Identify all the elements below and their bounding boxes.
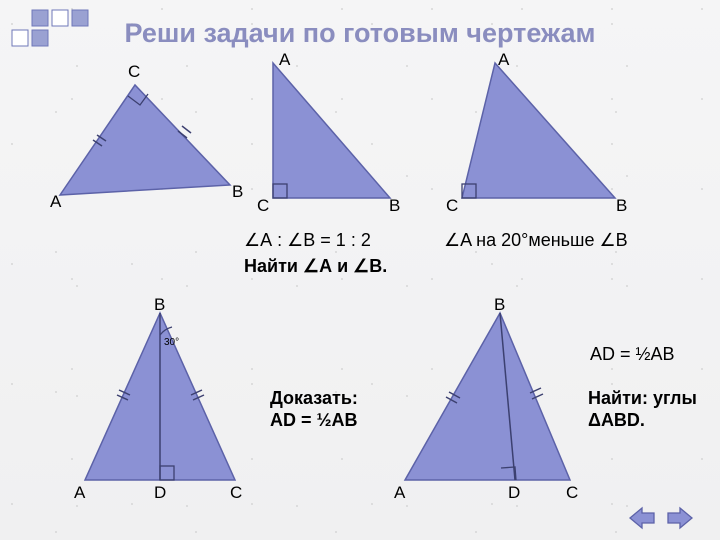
p4-angle-label: 30° bbox=[164, 337, 179, 348]
p5-label-A: A bbox=[394, 483, 405, 503]
nav-prev-button[interactable] bbox=[628, 506, 656, 530]
p4-caption-title: Доказать: bbox=[270, 388, 358, 409]
p4-caption-body: АD = ½AB bbox=[270, 410, 358, 431]
problem-1: A B C bbox=[50, 70, 250, 200]
p1-label-C: C bbox=[128, 62, 140, 82]
p5-caption-title: Найти: углы bbox=[588, 388, 697, 409]
problem-4: 30° B A D C bbox=[70, 305, 290, 500]
p3-caption: ∠A на 20°меньше ∠B bbox=[444, 230, 628, 251]
nav-next-button[interactable] bbox=[666, 506, 694, 530]
problem-2: A C B bbox=[255, 58, 425, 218]
nav-buttons bbox=[628, 506, 694, 530]
page-title: Реши задачи по готовым чертежам bbox=[0, 18, 720, 49]
p4-label-C: C bbox=[230, 483, 242, 503]
p5-label-B: B bbox=[494, 295, 505, 315]
problem-2-figure bbox=[255, 58, 425, 218]
p4-label-D: D bbox=[154, 483, 166, 503]
p3-label-A: A bbox=[498, 50, 509, 70]
p2-caption-ratio: ∠А : ∠В = 1 : 2 bbox=[244, 230, 371, 251]
p1-label-B: B bbox=[232, 182, 243, 202]
p5-label-C: C bbox=[566, 483, 578, 503]
problem-3: A C B bbox=[440, 58, 640, 218]
p3-label-C: C bbox=[446, 196, 458, 216]
p2-caption-find: Найти ∠А и ∠В. bbox=[244, 256, 387, 277]
p2-label-A: A bbox=[279, 50, 290, 70]
p3-label-B: B bbox=[616, 196, 627, 216]
arrow-left-icon bbox=[628, 506, 656, 530]
problem-4-figure bbox=[70, 305, 290, 500]
problem-3-figure bbox=[440, 58, 640, 218]
problem-5-figure bbox=[390, 305, 610, 500]
p5-caption-body: ΔАВD. bbox=[588, 410, 645, 431]
p1-label-A: A bbox=[50, 192, 61, 212]
problem-1-figure bbox=[50, 70, 250, 200]
problem-5: B A D C bbox=[390, 305, 610, 500]
arrow-right-icon bbox=[666, 506, 694, 530]
p4-label-A: A bbox=[74, 483, 85, 503]
p2-label-C: C bbox=[257, 196, 269, 216]
p2-label-B: B bbox=[389, 196, 400, 216]
p5-given: АD = ½AB bbox=[590, 344, 675, 365]
p5-label-D: D bbox=[508, 483, 520, 503]
p4-label-B: B bbox=[154, 295, 165, 315]
